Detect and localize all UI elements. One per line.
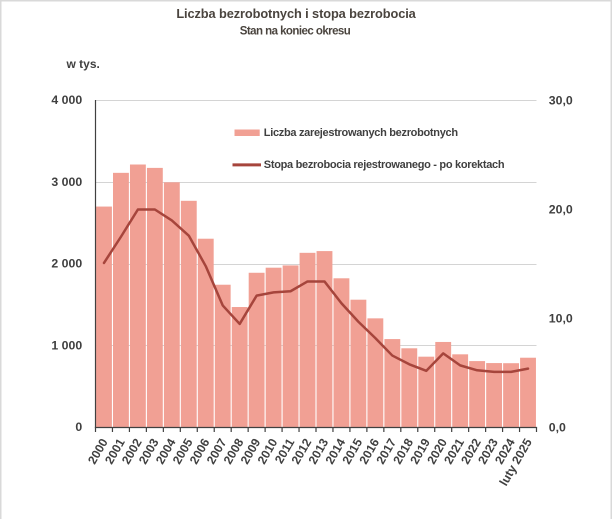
svg-text:30,0: 30,0 [549, 94, 573, 108]
svg-text:w tys.: w tys. [66, 57, 100, 71]
svg-text:Liczba zarejestrowanych bezrob: Liczba zarejestrowanych bezrobotnych [264, 127, 459, 139]
svg-text:Liczba bezrobotnych i stopa be: Liczba bezrobotnych i stopa bezrobocia [176, 6, 416, 21]
svg-text:10,0: 10,0 [549, 312, 573, 326]
svg-text:0,0: 0,0 [549, 421, 566, 435]
svg-text:3 000: 3 000 [51, 175, 82, 189]
svg-text:Stan na koniec okresu: Stan na koniec okresu [240, 25, 351, 37]
svg-text:20,0: 20,0 [549, 203, 573, 217]
svg-text:1 000: 1 000 [51, 338, 82, 352]
svg-text:Stopa bezrobocia rejestrowaneg: Stopa bezrobocia rejestrowanego - po kor… [264, 159, 505, 171]
svg-text:4 000: 4 000 [51, 93, 82, 107]
svg-text:0: 0 [75, 420, 82, 434]
svg-text:2 000: 2 000 [51, 257, 82, 271]
